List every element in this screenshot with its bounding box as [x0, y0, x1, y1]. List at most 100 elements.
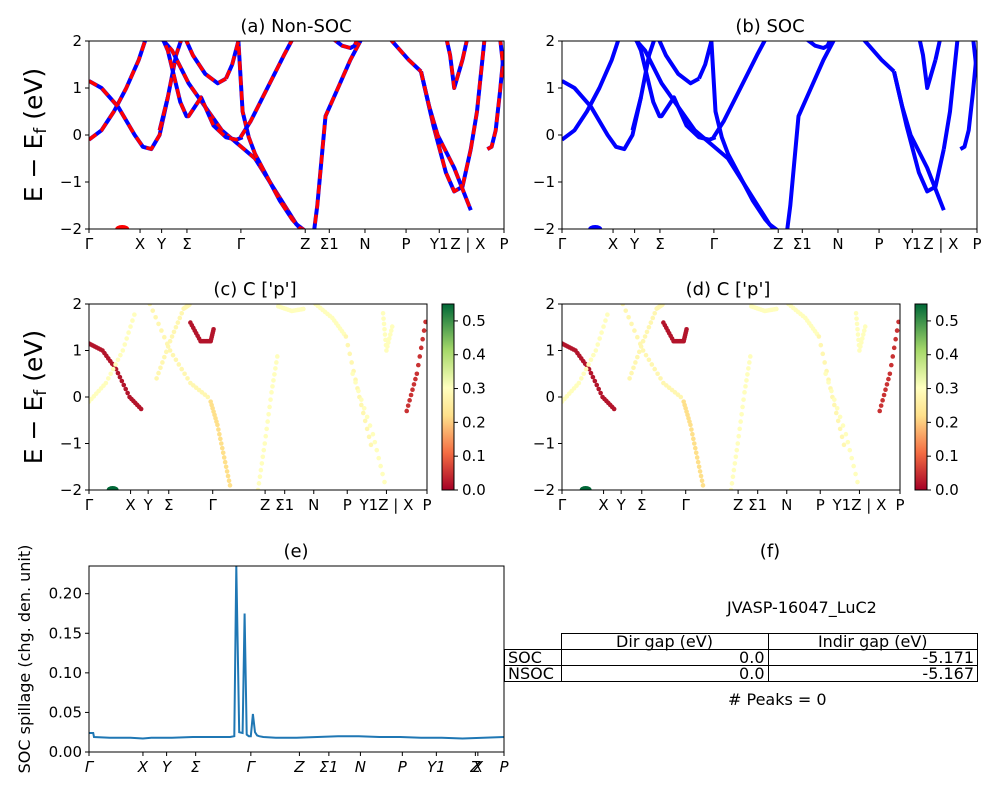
band-line	[711, 41, 767, 139]
projection-point	[847, 447, 853, 453]
projection-point	[649, 362, 655, 367]
projection-point	[650, 315, 656, 321]
x-tick-label: X	[598, 496, 608, 514]
y-tick-label: 2	[545, 32, 555, 50]
projection-point	[262, 441, 268, 446]
projection-point	[345, 342, 351, 348]
band-line	[89, 41, 147, 142]
projection-point	[270, 384, 275, 389]
projection-point	[220, 450, 226, 456]
projection-point	[273, 366, 278, 371]
band-line	[630, 41, 656, 131]
projection-point	[633, 360, 638, 365]
projection-point	[121, 382, 127, 388]
projection-point	[833, 410, 839, 416]
x-tick-label: Σ1	[319, 758, 338, 776]
axes-frame	[88, 40, 505, 230]
projection-point	[635, 334, 640, 340]
projection-point	[260, 454, 266, 460]
projection-point	[862, 324, 868, 329]
colorbar-d-ticks: 0.0 0.1 0.2 0.3 0.4 0.5	[927, 312, 959, 499]
projection-point	[132, 312, 137, 317]
projection-point	[115, 370, 121, 376]
x-tick-label: Y	[629, 235, 640, 253]
projection-point	[173, 324, 179, 330]
projection-point	[388, 328, 394, 333]
x-tick-label: Σ1	[748, 496, 767, 514]
projection-point	[343, 334, 349, 339]
projection-point	[103, 380, 109, 386]
projection-point	[205, 394, 211, 400]
indir-gap-header: Indir gap (eV)	[767, 633, 978, 650]
projection-point	[861, 328, 867, 333]
projection-point	[700, 483, 706, 488]
projection-point	[217, 431, 222, 437]
projection-point	[356, 388, 361, 394]
projection-point	[859, 340, 864, 345]
band-line	[892, 71, 946, 194]
x-tick-label: Σ	[182, 235, 191, 253]
x-tick-label: P	[398, 758, 408, 776]
projection-point	[637, 341, 643, 347]
x-tick-label: X	[137, 758, 149, 776]
x-tick-label: Z	[733, 496, 743, 514]
projection-point	[629, 321, 634, 327]
band-line	[971, 41, 977, 75]
projection-point	[592, 378, 598, 384]
projection-point	[832, 402, 837, 408]
projection-point	[117, 374, 123, 380]
projection-point	[119, 378, 125, 384]
projection-point	[851, 463, 856, 469]
projection-point	[219, 441, 224, 446]
y-tick-label: 0.00	[49, 743, 82, 761]
projection-point	[182, 371, 187, 377]
projection-point	[636, 349, 642, 355]
projection-marker	[106, 486, 119, 490]
projection-point	[221, 455, 227, 460]
x-tick-label: Y1	[902, 235, 922, 253]
y-tick-label: −2	[533, 220, 555, 238]
band-line	[633, 41, 780, 229]
projection-point	[150, 308, 156, 313]
projection-point	[699, 478, 705, 484]
y-tick-label: 0	[72, 388, 82, 406]
band-line	[419, 71, 473, 194]
projection-point	[731, 467, 737, 473]
projection-point	[215, 422, 220, 428]
projection-point	[359, 397, 364, 402]
projection-point	[420, 336, 425, 342]
projection-point	[832, 397, 837, 402]
x-tick-label: Y1Z | X	[359, 496, 414, 514]
band-line	[157, 41, 183, 131]
projection-point	[359, 402, 364, 408]
projection-point	[611, 406, 617, 412]
band-line	[224, 41, 304, 229]
axes-frame	[561, 303, 901, 491]
projection-point	[820, 351, 826, 357]
projection-point	[605, 312, 610, 317]
projection-point	[301, 306, 306, 312]
projection-point	[583, 366, 589, 372]
x-tick-label: P	[895, 496, 904, 514]
colorbar-tick-label: 0.1	[462, 447, 486, 465]
x-tick-label: N	[355, 758, 366, 776]
projection-point	[826, 380, 831, 385]
band-line	[312, 41, 363, 229]
y-tick-label: −2	[60, 220, 82, 238]
band-line	[785, 41, 836, 229]
projection-point	[256, 481, 262, 486]
projection-point	[579, 376, 584, 381]
axes-frame	[561, 40, 978, 230]
x-tick-label: Z	[293, 758, 305, 776]
x-tick-label: Σ1	[793, 235, 812, 253]
projection-point	[635, 354, 640, 360]
colorbar-d	[914, 303, 928, 491]
projection-point	[652, 366, 658, 372]
x-tick-label: Γ	[247, 758, 257, 776]
projection-point	[347, 351, 353, 357]
spillage-series	[89, 566, 504, 740]
projection-point	[147, 304, 153, 307]
projection-point	[747, 360, 752, 365]
projection-point	[855, 332, 861, 337]
projection-point	[693, 450, 699, 456]
